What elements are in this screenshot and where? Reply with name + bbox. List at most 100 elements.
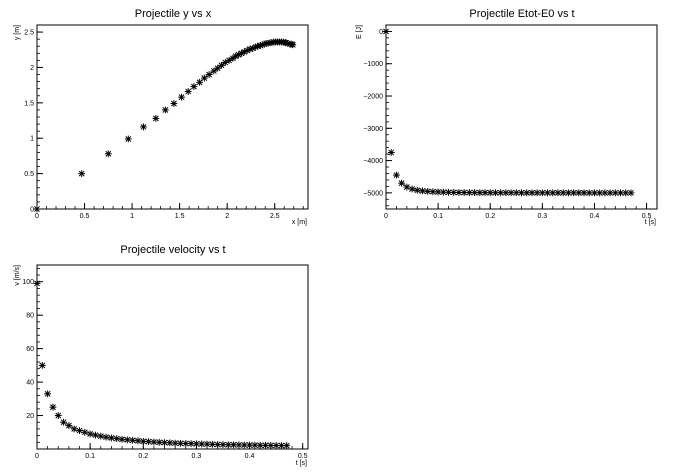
data-point [559,189,567,197]
data-point [60,418,67,426]
data-point [113,435,121,443]
data-point [49,403,57,411]
data-point [218,61,225,69]
x-axis-label: x [m] [292,219,307,226]
y-tick-label: −4000 [363,158,383,165]
data-point [497,189,505,197]
data-point [240,441,248,449]
x-tick-label: 0.3 [537,213,547,220]
y-tick-label: −1000 [363,61,383,68]
data-point [413,186,421,194]
data-point [398,179,406,187]
data-point [65,422,73,429]
x-tick-label: 0.1 [85,453,95,460]
data-point [140,123,147,131]
x-tick-label: 0.2 [138,453,148,460]
data-point [44,390,52,398]
data-points [33,38,297,213]
data-point [283,442,291,450]
axis-ticks: 0 0.1 0.2 0.3 0.4 0.5 0 −1000 −2000 −3000 −4000 −50… [363,24,658,220]
data-point [246,441,253,449]
x-tick-label: 2.5 [270,213,280,220]
data-point [198,440,206,448]
data-point [210,67,218,75]
y-tick-label: 0 [30,207,34,214]
x-tick-label: 0.4 [590,213,600,220]
data-point [97,432,105,440]
y-tick-label: 2.5 [24,30,34,37]
data-point [196,78,203,86]
axis-ticks: 0 0.1 0.2 0.3 0.4 0.5 20 40 60 80 100 [22,267,308,460]
data-point [92,431,99,439]
y-tick-label: 1.5 [24,100,34,107]
y-tick-label: 0 [379,29,383,36]
data-point [544,189,551,197]
y-axis-label: y [m] [14,25,21,40]
data-point [214,64,222,72]
x-tick-label: 1.5 [175,213,185,220]
x-tick-label: 0.1 [433,213,443,220]
data-point [190,83,198,90]
x-tick-label: 0 [35,213,39,220]
data-point [205,71,213,78]
data-point [387,149,395,156]
y-tick-label: 60 [26,346,34,353]
x-tick-label: 2 [225,213,229,220]
x-tick-label: 0 [35,453,39,460]
x-tick-label: 0.3 [192,453,202,460]
data-point [161,106,169,114]
y-axis-label: E [J] [356,25,363,39]
data-point [70,425,78,433]
x-tick-label: 0 [384,213,388,220]
x-tick-label: 0.2 [485,213,495,220]
data-point [81,428,89,436]
panel-velocity-vs-t: Projectile velocity vs t 0 0.1 0.2 0.3 0.4 0.… [14,244,309,467]
data-point [627,189,635,197]
x-tick-label: 0.5 [80,213,90,220]
x-axis-label: t [s] [645,219,656,226]
panel-y-vs-x: Projectile y vs x 0 0.5 1 1.5 2 2.5 0 0.5 1 1.5 2 2… [14,8,309,226]
data-point [171,439,179,447]
data-points [382,28,635,197]
y-axis-label: v [m/s] [14,265,21,286]
data-points [33,280,291,450]
data-point [123,436,131,444]
y-tick-label: −2000 [363,94,383,101]
data-point [408,185,416,193]
data-point [155,438,163,446]
data-point [601,189,609,197]
data-point [33,280,41,287]
data-point [272,442,280,449]
data-point [134,437,142,445]
data-point [54,412,62,419]
data-point [382,28,390,35]
data-point [166,439,174,447]
data-point [152,115,160,122]
data-point [200,74,208,82]
data-point [124,135,132,143]
y-tick-label: 80 [26,313,34,320]
data-point [107,434,115,442]
plot-frame [36,24,309,210]
data-point [76,427,83,434]
data-point [523,189,531,197]
y-tick-label: 40 [26,380,34,387]
plot-frame [385,24,658,210]
data-point [178,93,185,101]
y-tick-label: −5000 [363,190,383,197]
x-tick-label: 1 [130,213,134,220]
data-point [104,150,112,158]
chart-title: Projectile velocity vs t [120,244,225,256]
data-point [33,205,41,213]
data-point [170,100,178,107]
panel-energy-vs-t: Projectile Etot-E0 vs t 0 0.1 0.2 0.3 0.4 0.5… [356,8,658,226]
chart-title: Projectile Etot-E0 vs t [469,8,574,20]
y-tick-label: 20 [26,413,34,420]
data-point [278,442,285,449]
data-point [129,436,137,444]
chart-title: Projectile y vs x [135,8,212,20]
data-point [403,183,411,191]
y-tick-label: 2 [30,65,34,72]
data-point [434,188,442,196]
